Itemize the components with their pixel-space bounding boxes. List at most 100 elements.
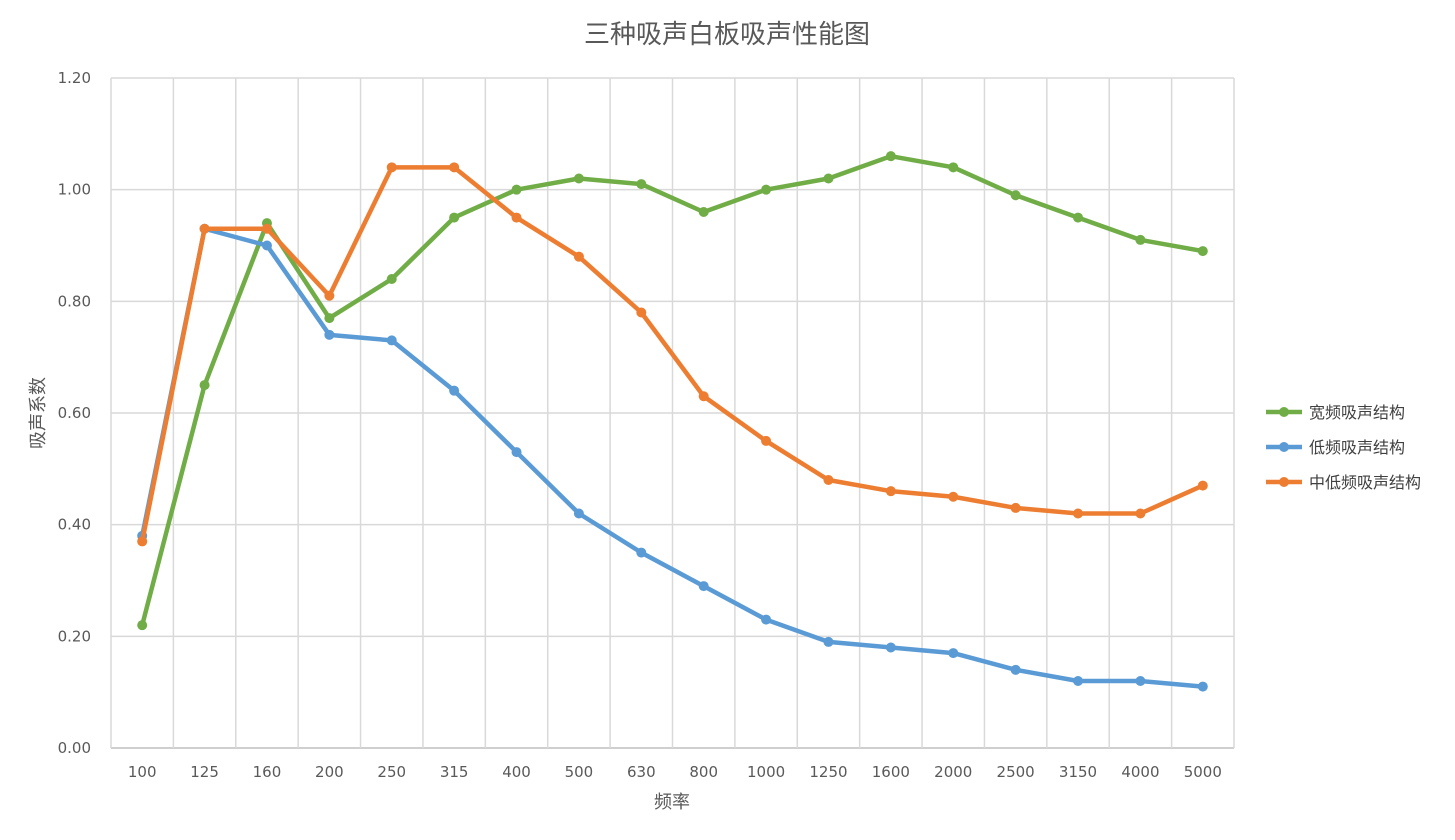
data-point [324, 313, 335, 324]
data-point [324, 329, 335, 340]
legend-swatch-marker [1279, 477, 1289, 487]
x-tick-label: 160 [253, 763, 282, 781]
y-tick-label: 0.00 [58, 739, 91, 757]
data-point [1135, 234, 1146, 245]
legend-swatch-marker [1279, 442, 1289, 452]
series-3 [137, 162, 1208, 547]
data-point [324, 290, 335, 301]
data-point [573, 508, 584, 519]
data-point [449, 212, 460, 223]
data-point [698, 391, 709, 402]
data-point [1197, 681, 1208, 692]
x-tick-label: 4000 [1121, 763, 1159, 781]
data-point [1073, 212, 1084, 223]
data-point [1010, 664, 1021, 675]
legend-label: 低频吸声结构 [1309, 438, 1405, 457]
series-line [139, 165, 1206, 544]
x-tick-label: 200 [315, 763, 344, 781]
data-point [449, 162, 460, 173]
data-point [761, 614, 772, 625]
data-point [386, 162, 397, 173]
data-point [636, 307, 647, 318]
data-point [761, 184, 772, 195]
x-axis-title: 频率 [654, 792, 690, 813]
data-point [885, 486, 896, 497]
chart-title: 三种吸声白板吸声性能图 [584, 20, 870, 50]
y-tick-label: 0.20 [58, 627, 91, 645]
data-point [636, 547, 647, 558]
data-point [1010, 502, 1021, 513]
legend-item: 低频吸声结构 [1266, 438, 1405, 457]
data-point [1197, 246, 1208, 257]
data-point [137, 536, 148, 547]
data-point [511, 212, 522, 223]
x-tick-label: 3150 [1059, 763, 1097, 781]
x-tick-label: 1000 [747, 763, 785, 781]
y-axis-title: 吸声系数 [28, 377, 49, 449]
data-point [885, 151, 896, 162]
data-point [199, 380, 210, 391]
x-axis-ticks: 100 125 160 200 250 315 400 500 630 800 1000 1250 16… [128, 763, 1222, 781]
data-point [636, 179, 647, 190]
x-tick-label: 250 [377, 763, 406, 781]
x-tick-label: 500 [565, 763, 594, 781]
data-point [1010, 190, 1021, 201]
data-point [386, 274, 397, 284]
data-point [573, 173, 584, 184]
data-point [511, 447, 522, 458]
x-tick-label: 100 [128, 763, 157, 781]
data-point [511, 184, 522, 195]
data-point [698, 581, 709, 592]
series-1 [137, 151, 1208, 631]
y-tick-label: 0.40 [58, 516, 91, 534]
legend-label: 中低频吸声结构 [1309, 473, 1421, 492]
data-point [573, 251, 584, 262]
y-axis-ticks: 0.00 0.20 0.40 0.60 0.80 1.00 1.20 [58, 69, 91, 757]
x-tick-label: 1250 [809, 763, 847, 781]
data-point [261, 240, 272, 251]
legend-label: 宽频吸声结构 [1309, 403, 1405, 422]
series-layer [137, 151, 1208, 692]
y-tick-label: 0.80 [58, 292, 91, 310]
x-tick-label: 400 [502, 763, 531, 781]
y-tick-label: 1.20 [58, 69, 91, 87]
x-tick-label: 630 [627, 763, 656, 781]
x-tick-label: 125 [190, 763, 219, 781]
grid [110, 77, 1235, 749]
data-point [885, 642, 896, 653]
legend-item: 中低频吸声结构 [1266, 473, 1421, 492]
y-tick-label: 1.00 [58, 181, 91, 199]
data-point [1073, 676, 1084, 686]
data-point [1135, 676, 1146, 686]
data-point [823, 636, 834, 647]
data-point [199, 223, 210, 234]
data-point [948, 491, 959, 502]
data-point [449, 385, 460, 396]
data-point [761, 435, 772, 446]
data-point [137, 620, 148, 631]
x-tick-label: 2000 [934, 763, 972, 781]
x-tick-label: 5000 [1184, 763, 1222, 781]
legend-swatch-marker [1279, 407, 1289, 417]
data-point [261, 223, 272, 234]
data-point [823, 475, 834, 485]
data-point [948, 162, 959, 173]
data-point [1135, 508, 1146, 519]
x-tick-label: 800 [689, 763, 718, 781]
data-point [386, 335, 397, 346]
y-tick-label: 0.60 [58, 404, 91, 422]
data-point [1197, 480, 1208, 491]
series-line [139, 226, 1206, 689]
data-point [698, 207, 709, 217]
legend-item: 宽频吸声结构 [1266, 403, 1405, 422]
series-line [139, 153, 1206, 628]
x-tick-label: 2500 [997, 763, 1035, 781]
x-tick-label: 315 [440, 763, 469, 781]
data-point [948, 648, 959, 659]
x-tick-label: 1600 [872, 763, 910, 781]
data-point [1073, 508, 1084, 519]
data-point [823, 173, 834, 184]
